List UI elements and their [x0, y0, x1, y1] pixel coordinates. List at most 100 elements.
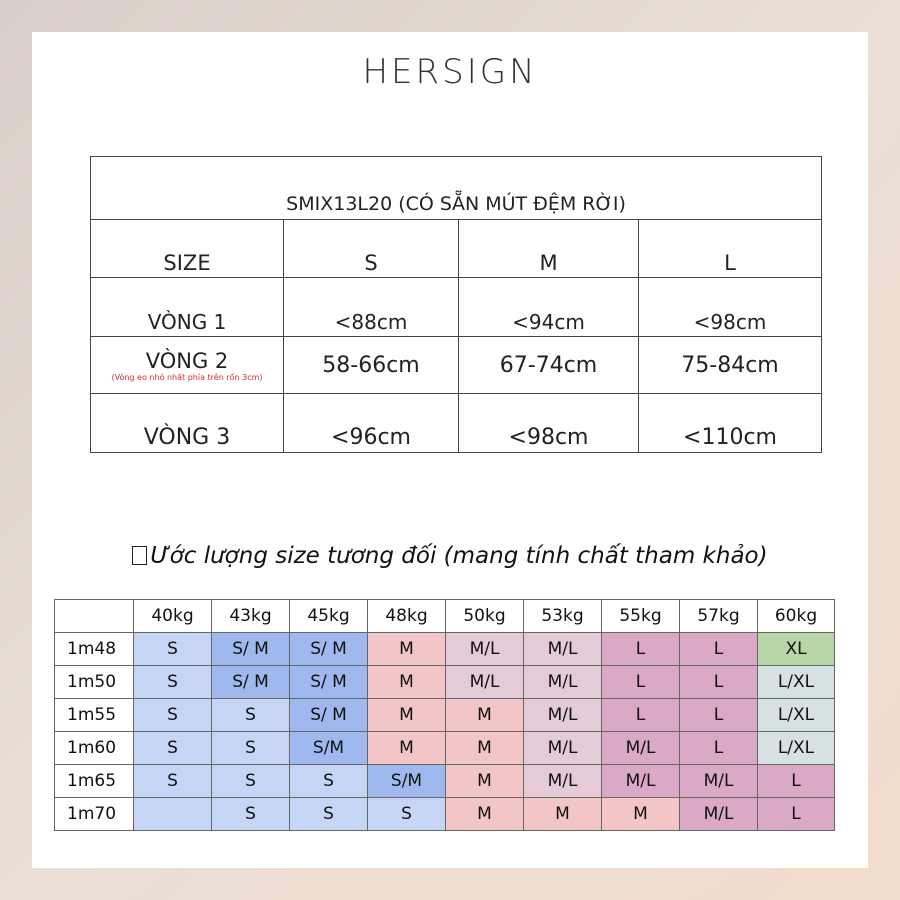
vong2-l: 75-84cm [637, 336, 823, 394]
size-header-m: M [458, 219, 639, 278]
corner-cell [54, 599, 134, 633]
size-cell: M [367, 665, 446, 699]
size-cell: L [757, 764, 835, 798]
size-cell: S [211, 698, 290, 732]
size-cell: M [601, 797, 680, 831]
size-cell: S [289, 797, 368, 831]
size-cell: L [679, 632, 758, 666]
height-label: 1m50 [54, 665, 134, 699]
size-cell: S/ M [289, 632, 368, 666]
table-row: 1m55 S S S/ M M M M/L L L L/XL [54, 698, 835, 732]
size-cell: S [133, 698, 212, 732]
size-cell: L [601, 665, 680, 699]
size-cell: M [367, 632, 446, 666]
size-cell: S [211, 731, 290, 765]
weight-header-cell: 55kg [601, 599, 680, 633]
size-chart-table: SMIX13L20 (CÓ SẴN MÚT ĐỆM RỜI) SIZE S M … [89, 156, 823, 453]
vong2-note: (Vòng eo nhỏ nhất phía trên rốn 3cm) [111, 372, 263, 382]
size-cell: M [445, 731, 524, 765]
weight-header-cell: 40kg [133, 599, 212, 633]
weight-height-size-table: 40kg 43kg 45kg 48kg 50kg 53kg 55kg 57kg 60kg 1m48… [54, 599, 835, 831]
size-cell: L [601, 698, 680, 732]
size-cell: L [679, 665, 758, 699]
size-header-label: SIZE [90, 219, 284, 278]
size-cell: L/XL [757, 698, 835, 732]
size-cell: M/L [445, 665, 524, 699]
size-cell: M/L [523, 665, 602, 699]
size-header-l: L [637, 219, 823, 278]
size-cell: M/L [601, 764, 680, 798]
vong2-m: 67-74cm [458, 336, 639, 394]
size-cell: XL [757, 632, 835, 666]
size-cell: S/M [289, 731, 368, 765]
size-cell: M/L [679, 797, 758, 831]
weight-header-cell: 57kg [679, 599, 758, 633]
size-cell: M [367, 731, 446, 765]
size-cell: L [679, 698, 758, 732]
size-cell: M [445, 764, 524, 798]
size-cell: M/L [523, 632, 602, 666]
size-cell: M [445, 698, 524, 732]
height-label: 1m60 [54, 731, 134, 765]
size-cell: S [211, 764, 290, 798]
checkbox-glyph-icon [132, 546, 148, 565]
table-row: 1m48 S S/ M S/ M M M/L M/L L L XL [54, 632, 835, 666]
size-cell: M [367, 698, 446, 732]
size-cell: S [133, 665, 212, 699]
size-cell: M/L [679, 764, 758, 798]
row-label-vong3: VÒNG 3 [90, 393, 284, 453]
size-cell: M/L [523, 698, 602, 732]
vong1-s: <88cm [283, 277, 459, 337]
size-cell: L/XL [757, 665, 835, 699]
table-row: 1m50 S S/ M S/ M M M/L M/L L L L/XL [54, 665, 835, 699]
size-cell: S [133, 764, 212, 798]
table-row: 1m60 S S S/M M M M/L M/L L L/XL [54, 731, 835, 765]
size-cell: S [133, 731, 212, 765]
size-cell: S/ M [211, 632, 290, 666]
size-chart-title: SMIX13L20 (CÓ SẴN MÚT ĐỆM RỜI) [89, 156, 823, 220]
height-label: 1m70 [54, 797, 134, 831]
vong3-m: <98cm [458, 393, 639, 453]
size-cell [133, 797, 212, 831]
row-label-vong2-cell: VÒNG 2 (Vòng eo nhỏ nhất phía trên rốn 3… [90, 336, 284, 394]
size-cell: S/ M [289, 698, 368, 732]
estimate-title: Ước lượng size tương đối (mang tính chất… [0, 543, 900, 569]
size-cell: M/L [601, 731, 680, 765]
weight-header-cell: 50kg [445, 599, 524, 633]
size-cell: S [211, 797, 290, 831]
size-cell: M/L [523, 764, 602, 798]
row-label-vong1: VÒNG 1 [90, 277, 284, 337]
size-cell: S/ M [289, 665, 368, 699]
size-cell: M/L [523, 731, 602, 765]
weight-header-cell: 43kg [211, 599, 290, 633]
vong2-s: 58-66cm [283, 336, 459, 394]
size-cell: M [523, 797, 602, 831]
size-cell: L [601, 632, 680, 666]
row-label-vong2: VÒNG 2 [145, 348, 229, 373]
weight-header-cell: 60kg [757, 599, 835, 633]
height-label: 1m55 [54, 698, 134, 732]
table-row: 1m65 S S S S/M M M/L M/L M/L L [54, 764, 835, 798]
weight-header-cell: 48kg [367, 599, 446, 633]
size-cell: L [679, 731, 758, 765]
vong1-l: <98cm [637, 277, 823, 337]
table-row: 1m70 S S S M M M M/L L [54, 797, 835, 831]
size-cell: S/ M [211, 665, 290, 699]
size-cell: S/M [367, 764, 446, 798]
vong3-l: <110cm [637, 393, 823, 453]
height-label: 1m65 [54, 764, 134, 798]
brand-logo: HERSIGN [362, 52, 538, 92]
estimate-title-text: Ước lượng size tương đối (mang tính chất… [150, 543, 768, 569]
size-header-s: S [283, 219, 459, 278]
weight-header-cell: 45kg [289, 599, 368, 633]
weight-header-cell: 53kg [523, 599, 602, 633]
vong1-m: <94cm [458, 277, 639, 337]
size-cell: L/XL [757, 731, 835, 765]
size-cell: L [757, 797, 835, 831]
vong3-s: <96cm [283, 393, 459, 453]
size-cell: M [445, 797, 524, 831]
size-cell: M/L [445, 632, 524, 666]
size-cell: S [133, 632, 212, 666]
height-label: 1m48 [54, 632, 134, 666]
weight-header-row: 40kg 43kg 45kg 48kg 50kg 53kg 55kg 57kg 60kg [54, 599, 835, 633]
